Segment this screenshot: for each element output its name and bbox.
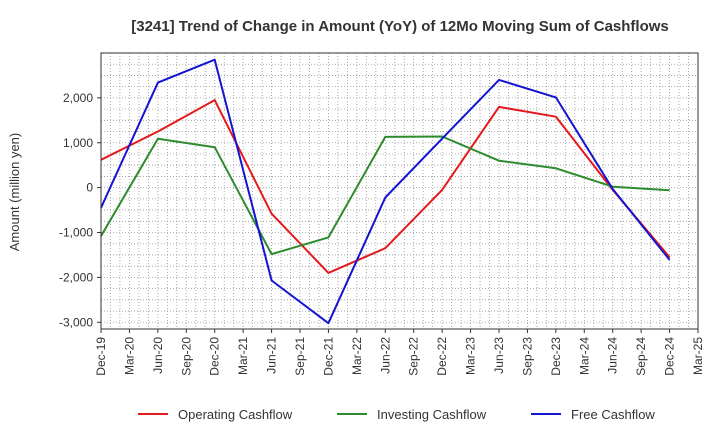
series-line-operating-cashflow [100, 99, 671, 274]
chart-title: [3241] Trend of Change in Amount (YoY) o… [131, 18, 669, 35]
x-tick-label: Sep-21 [293, 337, 307, 376]
y-tick-label: 1,000 [63, 136, 93, 150]
series-line-investing-cashflow [100, 135, 670, 256]
x-tick-label: Dec-22 [435, 337, 449, 376]
x-tick-label: Dec-23 [549, 337, 563, 376]
x-tick-label: Mar-25 [691, 337, 705, 375]
x-tick-label: Jun-24 [606, 337, 620, 374]
x-tick-label: Mar-21 [236, 337, 250, 375]
y-tick-label: 0 [86, 181, 93, 195]
x-tick-label: Mar-23 [464, 337, 478, 375]
series-line-free-cashflow [100, 58, 671, 325]
x-tick-label: Jun-21 [265, 337, 279, 374]
x-tick-label: Dec-24 [663, 337, 677, 376]
x-tick-label: Jun-20 [151, 337, 165, 374]
y-tick-label: -3,000 [59, 315, 93, 329]
x-tick-label: Sep-24 [634, 337, 648, 376]
x-tick-label: Mar-20 [122, 337, 136, 375]
x-tick-label: Dec-20 [208, 337, 222, 376]
legend-label-operating: Operating Cashflow [178, 407, 293, 422]
legend-label-free: Free Cashflow [571, 407, 655, 422]
y-tick-label: 2,000 [63, 91, 93, 105]
x-tick-label: Jun-22 [378, 337, 392, 374]
y-tick-label: -1,000 [59, 226, 93, 240]
x-tick-label: Sep-22 [407, 337, 421, 376]
x-tick-label: Jun-23 [492, 337, 506, 374]
x-tick-label: Sep-20 [179, 337, 193, 376]
x-tick-label: Dec-19 [94, 337, 108, 376]
x-tick-label: Sep-23 [520, 337, 534, 376]
legend: Operating Cashflow Investing Cashflow Fr… [138, 407, 655, 422]
plot-frame [100, 52, 699, 330]
x-tick-label: Dec-21 [321, 337, 335, 376]
x-axis-ticks: Dec-19 Mar-20 Jun-20 Sep-20 Dec-20 Mar-21 Jun-… [94, 329, 705, 376]
grid [100, 53, 699, 329]
y-tick-label: -2,000 [59, 270, 93, 284]
series-lines [100, 58, 671, 325]
x-tick-label: Mar-22 [350, 337, 364, 375]
y-axis-label: Amount (million yen) [7, 133, 22, 252]
y-axis-ticks: 2,000 1,000 0 -1,000 -2,000 -3,000 [59, 91, 101, 329]
x-tick-label: Mar-24 [577, 337, 591, 375]
legend-label-investing: Investing Cashflow [377, 407, 487, 422]
